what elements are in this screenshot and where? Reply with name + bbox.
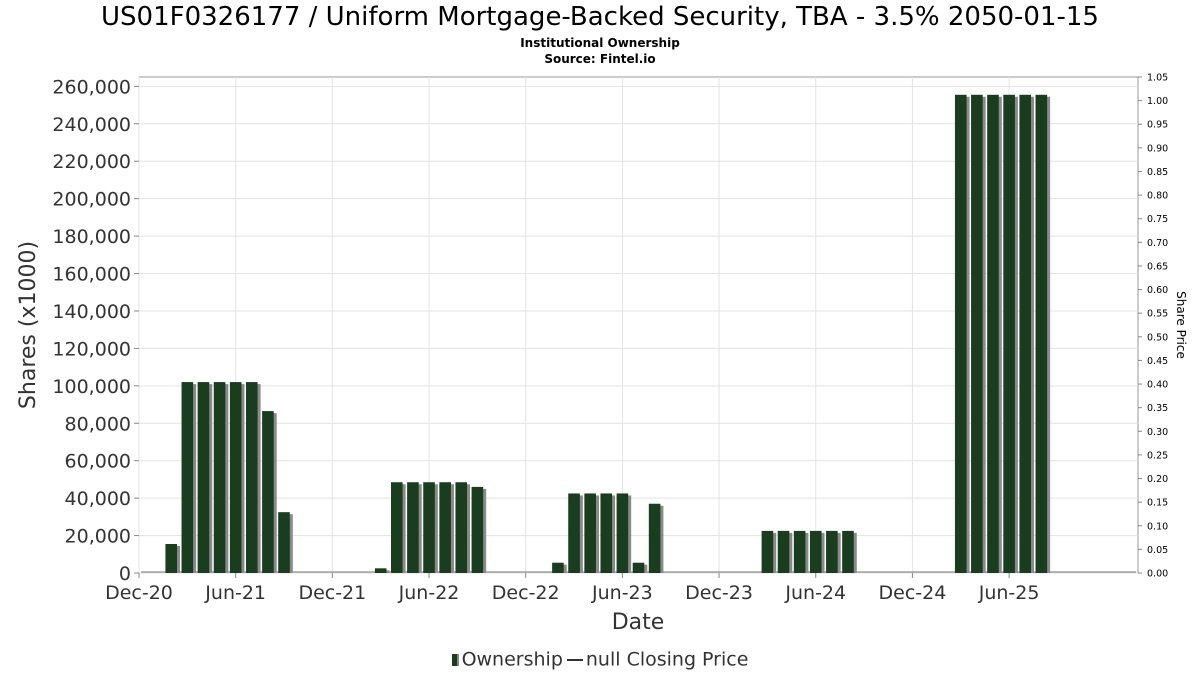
ownership-bar [971,94,983,574]
ownership-bar [648,503,661,573]
chart-source: Source: Fintel.io [544,52,656,66]
ownership-bar [809,530,822,573]
y2-tick-label: 0.80 [1147,191,1168,202]
y2-tick-label: 0.85 [1147,167,1168,178]
x-tick-label: Jun-24 [784,582,846,604]
ownership-legend-label: Ownership [461,648,563,671]
y-tick-label: 200,000 [52,189,131,211]
ownership-bar [954,94,967,574]
x-tick-label: Dec-20 [105,582,173,604]
ownership-bar [229,382,242,573]
ownership-bar [439,482,451,573]
ownership-bar [777,530,790,573]
ownership-bar [471,486,484,573]
ownership-bar [407,482,419,573]
ownership-bar [374,568,387,573]
y-tick-label: 240,000 [52,114,131,136]
y-tick-label: 180,000 [52,226,131,248]
chart-title: US01F0326177 / Uniform Mortgage-Backed S… [101,2,1099,32]
ownership-bar [197,382,210,573]
y-tick-label: 220,000 [52,151,131,173]
ownership-bar [584,493,596,573]
ownership-bar [455,482,468,573]
y2-tick-label: 1.05 [1147,73,1168,84]
ownership-legend-swatch [451,653,459,666]
ownership-bar [1019,94,1032,574]
ownership-bar [245,382,258,573]
y-axis-ticks: 0 20,000 40,000 60,000 80,000 100,000 120,000 1… [52,76,139,585]
y2-tick-label: 0.40 [1147,380,1168,391]
legend: Ownership null Closing Price [0,648,1200,671]
ownership-chart: 0 20,000 40,000 60,000 80,000 100,000 120,000 1… [16,73,1188,636]
x-tick-label: Dec-24 [879,582,947,604]
y2-tick-label: 0.90 [1147,143,1168,154]
y-axis-label: Shares (x1000) [16,241,41,409]
ownership-bar [278,512,290,573]
ownership-bar [1003,94,1015,574]
ownership-bar [826,530,838,573]
x-tick-label: Jun-22 [398,582,460,604]
x-tick-label: Jun-21 [204,582,266,604]
price-legend-label: null Closing Price [585,648,749,671]
ownership-bar [1035,94,1048,574]
ownership-bar [262,411,274,573]
ownership-bar [213,382,226,573]
ownership-bar [793,530,806,573]
price-legend-swatch [566,658,583,661]
ownership-bar [181,382,194,573]
y-tick-label: 260,000 [52,76,131,98]
x-tick-label: Jun-23 [591,582,653,604]
y-tick-label: 40,000 [65,488,131,510]
x-tick-label: Dec-21 [298,582,366,604]
y2-tick-label: 0.65 [1147,261,1168,272]
ownership-bar [987,94,999,574]
y2-tick-label: 0.20 [1147,474,1168,485]
ownership-bar [391,482,403,573]
y2-tick-label: 0.70 [1147,238,1168,249]
y2-tick-label: 1.00 [1147,96,1168,107]
y-tick-label: 20,000 [65,526,131,548]
y-tick-label: 80,000 [65,413,131,435]
y2-tick-label: 0.15 [1147,498,1168,509]
ownership-bar [632,562,645,573]
y2-tick-label: 0.30 [1147,427,1168,438]
ownership-bar [842,530,854,573]
x-axis-ticks: Dec-20 Jun-21 Dec-21 Jun-22 Dec-22 Jun-23 Dec-… [105,573,1039,604]
y-tick-label: 60,000 [65,451,131,473]
y-tick-label: 100,000 [52,376,131,398]
y-tick-label: 120,000 [52,338,131,360]
x-tick-label: Dec-22 [492,582,560,604]
y-tick-label: 160,000 [52,264,131,286]
ownership-bars [165,94,1051,574]
ownership-bar [552,562,564,573]
y2-tick-label: 0.05 [1147,545,1168,556]
ownership-bar [761,530,774,573]
ownership-bar [568,493,580,573]
x-axis-label: Date [612,610,665,635]
y2-tick-label: 0.50 [1147,332,1168,343]
y2-tick-label: 0.10 [1147,521,1168,532]
x-tick-label: Dec-23 [685,582,753,604]
y2-tick-label: 0.75 [1147,214,1168,225]
y2-tick-label: 0.60 [1147,285,1168,296]
y2-tick-label: 0.35 [1147,403,1168,414]
chart-subtitle: Institutional Ownership [520,36,680,50]
y-tick-label: 0 [119,563,131,585]
y2-axis-ticks: 0.00 0.05 0.10 0.15 0.20 0.25 0.30 0.35 0.40 0.45… [1138,73,1168,580]
ownership-bar [616,493,629,573]
y2-tick-label: 0.25 [1147,450,1168,461]
y-tick-label: 140,000 [52,301,131,323]
x-tick-label: Jun-25 [978,582,1040,604]
y2-tick-label: 0.45 [1147,356,1168,367]
ownership-bar [600,493,613,573]
y2-tick-label: 0.55 [1147,309,1168,320]
y2-axis-label: Share Price [1174,291,1188,359]
y2-tick-label: 0.00 [1147,569,1168,580]
ownership-bar [423,482,435,573]
y2-tick-label: 0.95 [1147,120,1168,131]
ownership-bar [165,543,178,573]
